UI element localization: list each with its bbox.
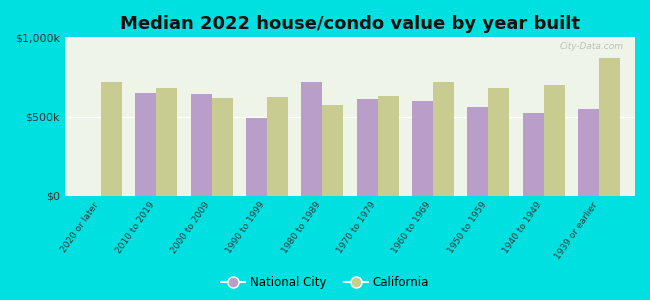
- Bar: [246, 118, 267, 196]
- Bar: [599, 58, 620, 196]
- Title: Median 2022 house/condo value by year built: Median 2022 house/condo value by year bu…: [120, 15, 580, 33]
- Bar: [488, 88, 510, 196]
- Bar: [190, 94, 211, 196]
- Bar: [543, 85, 565, 196]
- Bar: [301, 82, 322, 196]
- Bar: [357, 99, 378, 196]
- Legend: National City, California: National City, California: [216, 272, 434, 294]
- Bar: [156, 88, 177, 196]
- Bar: [378, 96, 398, 196]
- Bar: [135, 93, 156, 196]
- Bar: [412, 101, 433, 196]
- Bar: [322, 105, 343, 196]
- Text: City-Data.com: City-Data.com: [560, 42, 623, 51]
- Bar: [467, 107, 488, 196]
- Bar: [267, 97, 288, 196]
- Bar: [578, 110, 599, 196]
- Bar: [211, 98, 233, 196]
- Bar: [101, 82, 122, 196]
- Bar: [433, 82, 454, 196]
- Bar: [523, 112, 543, 196]
